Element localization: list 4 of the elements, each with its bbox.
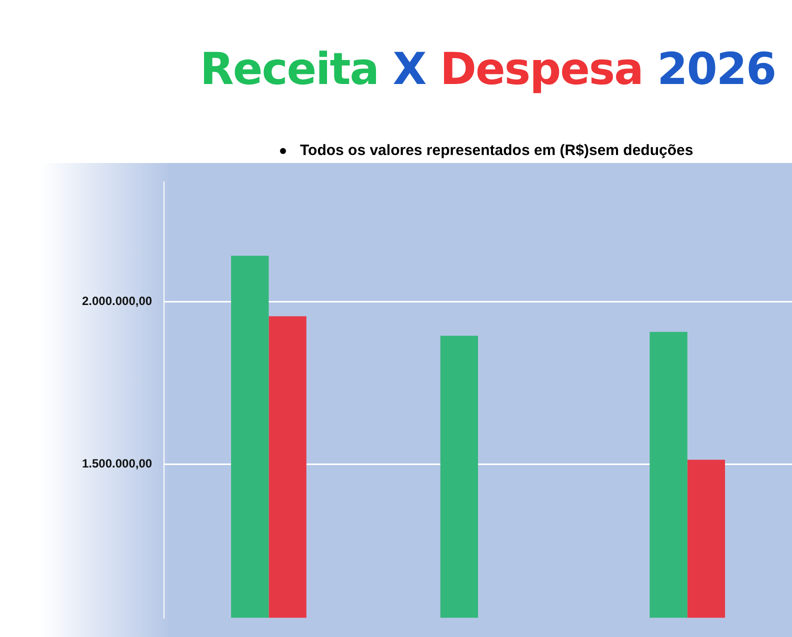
y-tick-label: 1.500.000,00 xyxy=(82,456,152,471)
text: Todos os valores representados em (R$)sem deduções xyxy=(300,142,694,159)
chart-title: Receita X Despesa 2026 xyxy=(200,44,776,95)
y-tick-label: 2.000.000,00 xyxy=(82,294,152,308)
